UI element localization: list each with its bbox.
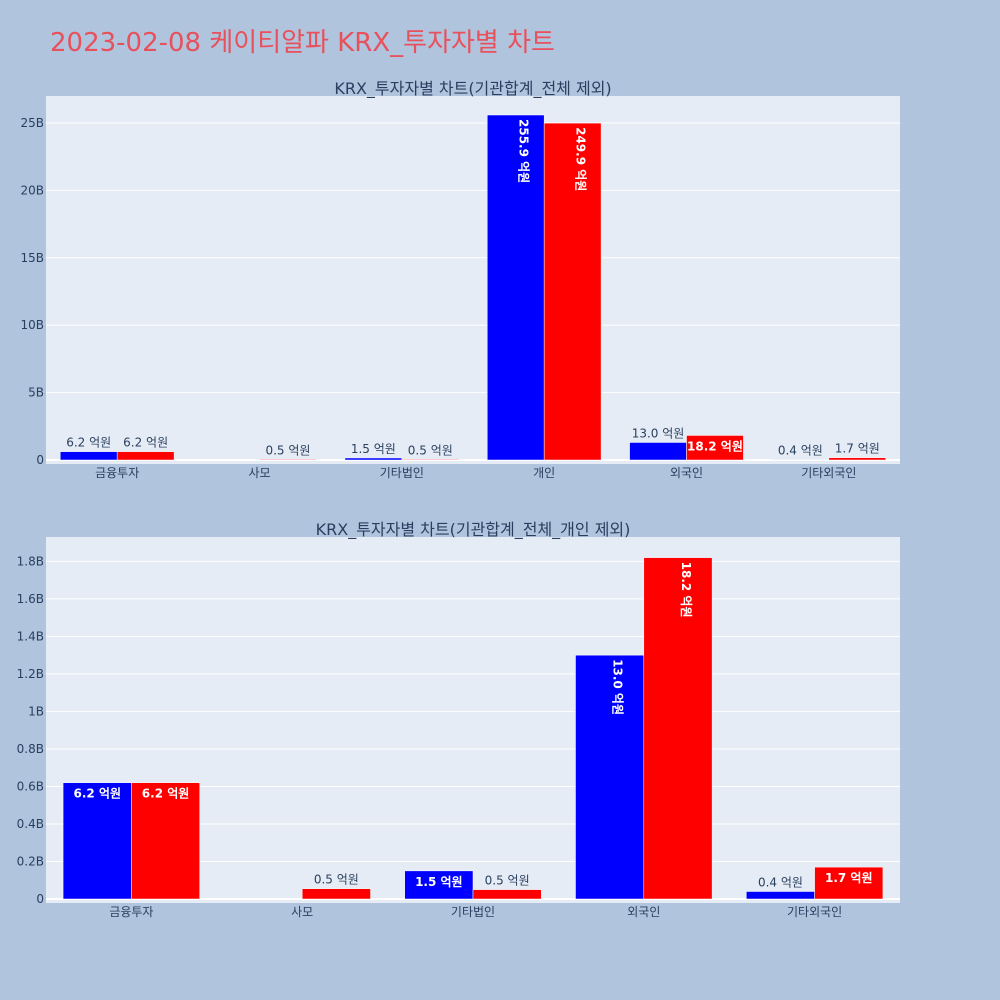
x-tick-label: 사모: [248, 466, 270, 480]
buy-bar: [404, 870, 474, 900]
bar-value-label: 0.5 억원: [314, 873, 359, 887]
bar-value-label: 0.5 억원: [485, 874, 530, 888]
y-tick-label: 0.8B: [17, 742, 44, 756]
sell-bar: [814, 866, 884, 900]
y-tick-label: 15B: [20, 251, 44, 265]
y-tick-label: 1.8B: [17, 554, 44, 568]
sell-bar: [131, 782, 200, 900]
bar-value-label: 0.4 억원: [778, 443, 823, 457]
sell-bar: [116, 451, 175, 461]
buy-bar: [575, 654, 645, 900]
bar-value-label: 6.2 억원: [73, 787, 121, 801]
y-tick-label: 0: [36, 453, 44, 467]
y-tick-label: 0.2B: [17, 854, 44, 868]
bar-value-label: 13.0 억원: [611, 659, 625, 715]
sell-bar: [686, 435, 744, 461]
page-title: 2023-02-08 케이티알파 KRX_투자자별 차트: [50, 28, 555, 58]
bar-value-label: 6.2 억원: [66, 436, 111, 450]
bar-value-label: 1.7 억원: [825, 871, 873, 885]
bar-value-label: 0.5 억원: [265, 443, 310, 457]
bar-value-label: 6.2 억원: [142, 787, 190, 801]
y-tick-label: 1.4B: [17, 629, 44, 643]
buy-bar: [59, 451, 118, 461]
y-tick-label: 1.6B: [17, 592, 44, 606]
x-tick-label: 개인: [533, 466, 555, 480]
bar-value-label: 0.5 억원: [408, 443, 453, 457]
buy-bar: [62, 782, 132, 900]
sell-bar: [828, 457, 887, 461]
y-tick-label: 25B: [20, 116, 44, 130]
sell-bar: [401, 459, 460, 461]
plot-area: [46, 96, 900, 464]
bar-value-label: 13.0 억원: [632, 426, 685, 440]
bar-value-label: 18.2 억원: [679, 562, 693, 618]
bar-value-label: 0.4 억원: [758, 875, 803, 889]
x-tick-label: 외국인: [627, 905, 660, 919]
y-tick-label: 0.6B: [17, 779, 44, 793]
y-tick-label: 5B: [28, 386, 44, 400]
sell-bar: [259, 459, 317, 461]
x-tick-label: 기타법인: [451, 905, 495, 919]
bar-value-label: 1.5 억원: [351, 442, 396, 456]
buy-bar: [771, 459, 830, 461]
y-tick-label: 1B: [28, 704, 44, 718]
sell-bar: [643, 557, 713, 900]
x-tick-label: 기타외국인: [801, 466, 856, 480]
y-tick-label: 0.4B: [17, 817, 44, 831]
bar-value-label: 6.2 억원: [123, 436, 168, 450]
chart-title: KRX_투자자별 차트(기관합계_전체_개인 제외): [316, 520, 631, 540]
buy-bar: [746, 891, 815, 900]
x-tick-label: 기타법인: [380, 466, 424, 480]
buy-bar: [629, 442, 687, 461]
chart-title: KRX_투자자별 차트(기관합계_전체 제외): [334, 79, 611, 99]
x-tick-label: 외국인: [670, 466, 703, 480]
x-tick-label: 금융투자: [95, 466, 139, 480]
sell-bar: [543, 122, 602, 461]
y-tick-label: 20B: [20, 183, 44, 197]
x-tick-label: 사모: [291, 905, 313, 919]
y-tick-label: 0: [36, 892, 44, 906]
x-tick-label: 기타외국인: [787, 905, 842, 919]
bar-value-label: 1.5 억원: [415, 875, 463, 889]
sell-bar: [301, 888, 371, 900]
y-tick-label: 1.2B: [17, 667, 44, 681]
y-tick-label: 10B: [20, 318, 44, 332]
bar-value-label: 255.9 억원: [517, 119, 531, 183]
buy-bar: [486, 114, 545, 461]
x-tick-label: 금융투자: [109, 905, 153, 919]
bar-value-label: 249.9 억원: [574, 127, 588, 191]
bar-value-label: 18.2 억원: [687, 439, 743, 453]
buy-bar: [344, 457, 403, 461]
sell-bar: [472, 889, 542, 900]
bar-value-label: 1.7 억원: [835, 442, 880, 456]
